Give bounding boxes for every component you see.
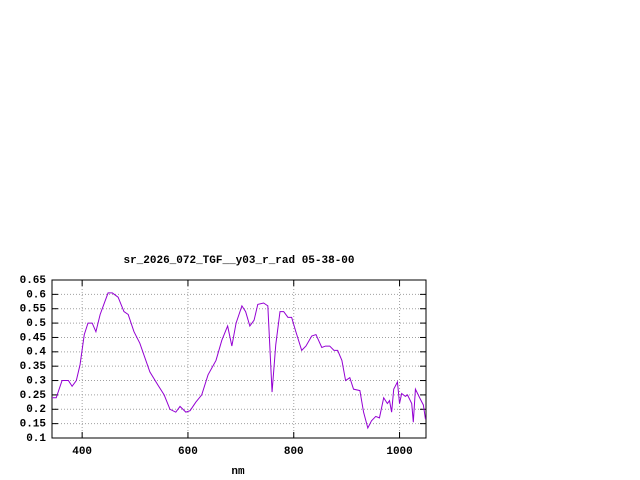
y-tick-label: 0.1 [26,433,46,445]
y-tick-label: 0.45 [20,332,47,344]
y-tick-label: 0.4 [26,347,46,359]
y-tick-label: 0.5 [26,318,46,330]
y-tick-label: 0.35 [20,361,47,373]
plot-border [51,279,427,439]
y-tick-label: 0.15 [20,419,47,431]
x-tick-label: 600 [178,446,198,458]
data-line [52,292,426,430]
y-tick-label: 0.6 [26,289,46,301]
y-tick-label: 0.3 [26,375,46,387]
y-tick-label: 0.2 [26,404,46,416]
y-tick-label: 0.55 [20,304,47,316]
x-axis-label: nm [231,466,245,478]
x-tick-label: 800 [284,446,304,458]
x-tick-label: 1000 [386,446,412,458]
x-tick-label: 400 [72,446,92,458]
y-tick-label: 0.65 [20,275,47,287]
chart-title: sr_2026_072_TGF__y03_r_rad 05-38-00 [123,255,354,267]
y-tick-label: 0.25 [20,390,47,402]
